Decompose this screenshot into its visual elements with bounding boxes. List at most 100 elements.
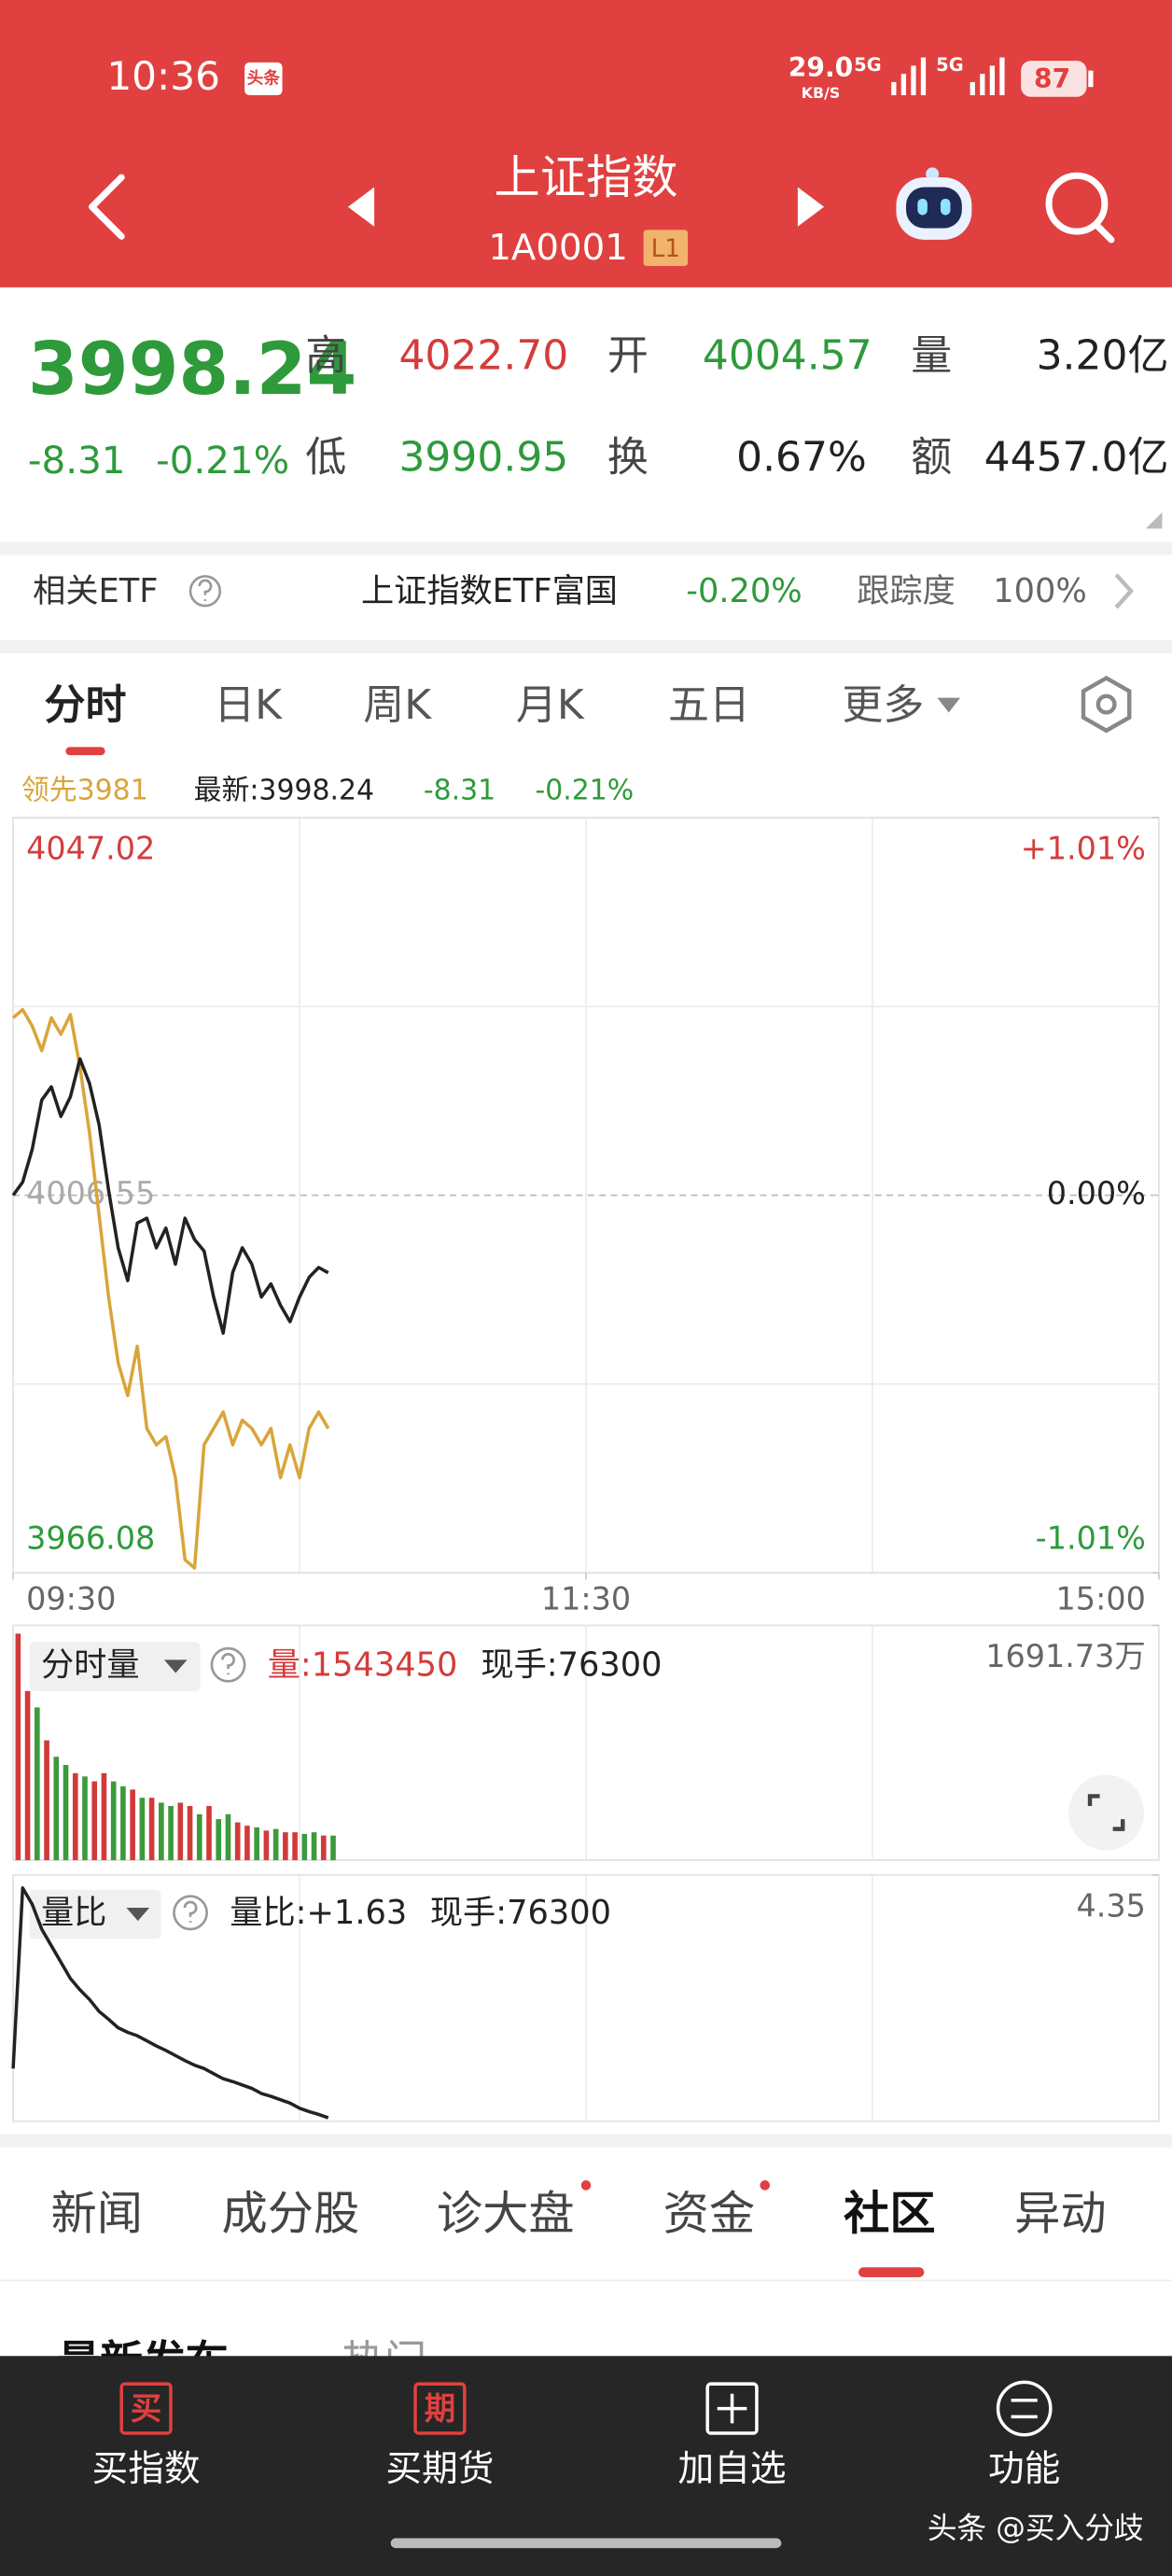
search-button[interactable] bbox=[1045, 172, 1115, 244]
volume-bar bbox=[53, 1757, 60, 1861]
corner-mark bbox=[1145, 511, 1163, 529]
volume-selector[interactable] bbox=[29, 1642, 201, 1691]
period-tab[interactable]: 五日 bbox=[668, 681, 750, 729]
status-badge: 头条 bbox=[247, 68, 281, 88]
hand-value: 现手:76300 bbox=[481, 1645, 662, 1684]
network-type: 5G bbox=[936, 54, 963, 76]
expand-button[interactable] bbox=[1068, 1774, 1145, 1851]
last-price: 3998.24 bbox=[28, 328, 356, 412]
etf-label: 相关ETF bbox=[33, 572, 158, 610]
section-tab[interactable]: 新闻 bbox=[51, 2186, 143, 2240]
help-icon[interactable] bbox=[210, 1646, 246, 1683]
settings-button[interactable] bbox=[1081, 675, 1132, 734]
network-type: 5G bbox=[854, 54, 881, 76]
header-bg bbox=[0, 0, 1172, 287]
quote-low: 3990.95 bbox=[398, 434, 568, 482]
volume-bar bbox=[187, 1805, 193, 1861]
help-icon[interactable] bbox=[188, 575, 222, 608]
help-glyph bbox=[183, 1900, 198, 1923]
price-line bbox=[11, 1057, 329, 1336]
change-pct: -0.21% bbox=[156, 438, 289, 483]
volume-bar bbox=[110, 1781, 117, 1861]
volume-bar bbox=[130, 1789, 135, 1861]
volume-bar bbox=[91, 1781, 98, 1861]
ratio-selector[interactable] bbox=[29, 1889, 161, 1939]
legend-item: -8.31 bbox=[424, 774, 495, 806]
net-speed-unit: KB/S bbox=[802, 84, 841, 102]
add-watch-icon[interactable] bbox=[705, 2382, 759, 2435]
robot-button[interactable] bbox=[896, 167, 972, 240]
volume-bar bbox=[206, 1805, 212, 1861]
help-icon[interactable] bbox=[173, 1895, 208, 1931]
period-tab[interactable]: 月K bbox=[516, 681, 585, 729]
stock-code: 1A0001 bbox=[488, 227, 628, 269]
y-tick-label: 3966.08 bbox=[26, 1520, 155, 1557]
quote-volume-label: 量 bbox=[911, 331, 952, 379]
page-title: 上证指数 bbox=[495, 150, 678, 204]
volume-bar bbox=[35, 1707, 40, 1861]
bottom-action[interactable]: 功能 bbox=[988, 2448, 1060, 2490]
volume-bar bbox=[234, 1822, 241, 1861]
bottom-action[interactable]: 买指数 bbox=[92, 2448, 201, 2490]
period-tab[interactable]: 日K bbox=[214, 681, 283, 729]
section-tab[interactable]: 资金 bbox=[663, 2186, 756, 2240]
ratio-value: 量比:+1.63 bbox=[230, 1894, 407, 1932]
more-arrow[interactable] bbox=[937, 697, 961, 713]
period-tab[interactable]: 更多 bbox=[842, 681, 924, 729]
hand-value: 现手:76300 bbox=[430, 1894, 611, 1932]
volume-bar bbox=[44, 1740, 49, 1861]
buy-index-icon[interactable] bbox=[119, 2382, 173, 2435]
volume-bar bbox=[225, 1813, 231, 1861]
icon-glyph: 期 bbox=[425, 2390, 455, 2427]
section-tab[interactable]: 成分股 bbox=[221, 2186, 359, 2240]
x-tick-label: 09:30 bbox=[26, 1581, 116, 1617]
section-tab[interactable]: 异动 bbox=[1014, 2186, 1107, 2240]
status-time: 10:36 bbox=[106, 53, 220, 99]
prev-button[interactable] bbox=[347, 187, 375, 227]
volume-bar bbox=[263, 1830, 270, 1861]
volume-bar bbox=[292, 1832, 298, 1861]
dropdown-arrow bbox=[126, 1908, 150, 1922]
y2-tick-label: -1.01% bbox=[1036, 1520, 1146, 1557]
volume-bar bbox=[15, 1633, 21, 1861]
quote-open: 4004.57 bbox=[703, 331, 872, 379]
volume-selector-label: 分时量 bbox=[41, 1645, 140, 1684]
volume-bar bbox=[196, 1813, 202, 1861]
volume-bar bbox=[101, 1772, 107, 1861]
etf-chevron[interactable] bbox=[1114, 573, 1134, 609]
section-tab[interactable]: 诊大盘 bbox=[437, 2186, 575, 2240]
red-dot bbox=[580, 2180, 592, 2191]
quote-amount-label: 额 bbox=[911, 434, 952, 482]
back-button[interactable] bbox=[88, 174, 125, 240]
buy-futures-icon[interactable] bbox=[413, 2382, 467, 2435]
volume-bar bbox=[283, 1832, 288, 1861]
function-icon[interactable] bbox=[996, 2380, 1053, 2437]
volume-value: 量:1543450 bbox=[268, 1645, 458, 1684]
divider bbox=[0, 640, 1172, 654]
next-button[interactable] bbox=[797, 187, 825, 227]
volume-bar bbox=[72, 1772, 78, 1861]
volume-bar bbox=[320, 1835, 327, 1861]
volume-bar bbox=[139, 1798, 146, 1861]
volume-bar bbox=[254, 1827, 259, 1861]
ratio-selector-label: 量比 bbox=[41, 1894, 106, 1932]
help-glyph bbox=[221, 1652, 235, 1675]
x-tick-label: 11:30 bbox=[541, 1581, 631, 1617]
divider bbox=[0, 541, 1172, 555]
quote-volume: 3.20亿 bbox=[1037, 331, 1169, 379]
bottom-action[interactable]: 买期货 bbox=[385, 2448, 494, 2490]
etf-change: -0.20% bbox=[686, 572, 802, 610]
period-tab[interactable]: 分时 bbox=[45, 681, 127, 729]
status-badge-bg bbox=[244, 62, 283, 96]
net-speed: 29.0 bbox=[788, 52, 853, 83]
price-line bbox=[11, 1886, 329, 2120]
etf-tracking-label: 跟踪度 bbox=[857, 572, 956, 610]
volume-bar bbox=[244, 1826, 250, 1861]
period-tab[interactable]: 周K bbox=[363, 681, 432, 729]
volume-bar bbox=[63, 1765, 69, 1861]
etf-name: 上证指数ETF富国 bbox=[361, 572, 618, 610]
bottom-action[interactable]: 加自选 bbox=[678, 2448, 787, 2490]
section-tab[interactable]: 社区 bbox=[844, 2186, 936, 2240]
